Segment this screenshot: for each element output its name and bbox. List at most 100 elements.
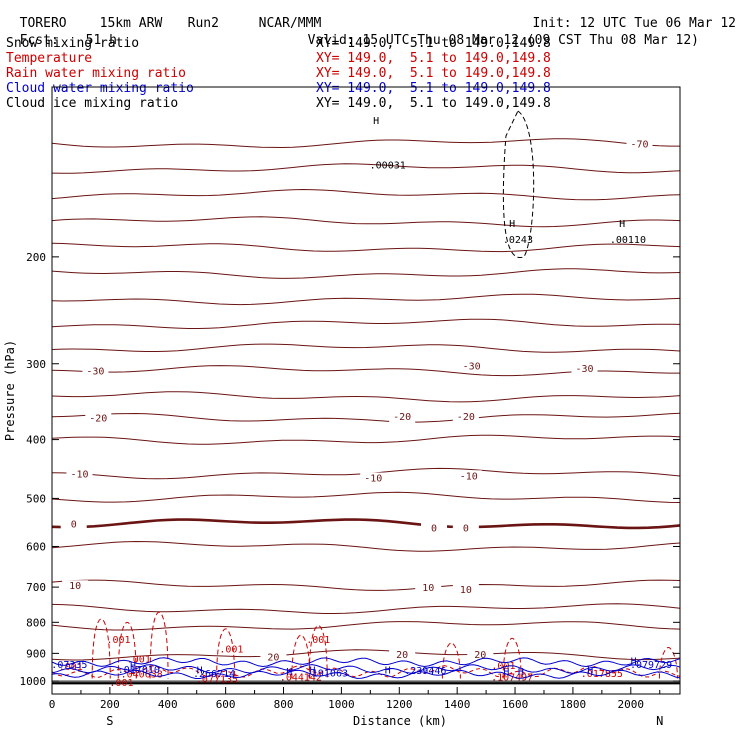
resolution-text: 15km ARW (99, 16, 163, 31)
temperature-contour (51, 621, 681, 631)
contour-label-bg (60, 518, 87, 531)
y-tick-label: 900 (26, 647, 46, 660)
rain-label: .001 (109, 678, 133, 689)
legend-xy: XY= 149.0, 5.1 to 149.0,149.8 (316, 96, 551, 111)
contour-label-bg (421, 522, 448, 535)
rain-contour (91, 618, 111, 679)
cloud-water-high-marker: H (286, 667, 292, 678)
temperature-label: 20 (267, 652, 279, 663)
rain-contour (149, 611, 169, 679)
contour-label-bg (455, 470, 482, 483)
contour-label-bg (389, 649, 416, 662)
x-tick-label: 800 (274, 698, 294, 711)
contour-label-bg (626, 138, 653, 151)
rain-label: .001 (491, 661, 515, 672)
y-tick-label: 200 (26, 251, 46, 264)
valid-text: Valid: 15 UTC Thu 08 Mar 12 (09 CST Thu … (307, 33, 699, 48)
cloud-water-high-marker: H (197, 665, 203, 676)
temperature-label: 10 (69, 581, 81, 592)
cloud-water-contour (51, 669, 681, 679)
cloud-water-high-marker: H (385, 665, 391, 676)
rain-label: .044142 (280, 672, 322, 683)
rain-contour (291, 634, 311, 679)
header-fcst: Fcst: (4, 18, 59, 48)
init-text: Init: 12 UTC Tue 06 Mar 12 (532, 16, 737, 31)
legend-label: Temperature (6, 51, 93, 66)
temperature-contour (51, 216, 681, 228)
rain-label: .001 (107, 635, 131, 646)
rain-contour (441, 642, 461, 679)
cloud-water-label: .266714 (193, 669, 235, 680)
temperature-label: -20 (89, 414, 107, 425)
x-tick-label: 0 (49, 698, 56, 711)
temperature-contour (51, 649, 681, 661)
temperature-contour (51, 163, 681, 174)
temperature-label: -10 (70, 470, 88, 481)
cloud-water-high-marker: H (309, 665, 315, 676)
legend-xy: XY= 149.0, 5.1 to 149.0,149.8 (316, 81, 551, 96)
cloud-ice-label: .0243 (503, 235, 533, 246)
legend-label: Cloud ice mixing ratio (6, 96, 179, 111)
temperature-contour (51, 540, 681, 552)
temperature-label: -30 (575, 364, 593, 375)
temperature-label: -70 (630, 139, 648, 150)
legend-label: Snow mixing ratio (6, 36, 140, 51)
temperature-label: -10 (460, 471, 478, 482)
contour-label-bg (360, 472, 387, 485)
temperature-label: 10 (460, 585, 472, 596)
header-resolution: 15km ARW (84, 1, 163, 31)
contour-label-bg (452, 522, 479, 535)
header-line-1: TORERO (4, 1, 67, 31)
contour-label-bg (571, 363, 598, 376)
rain-label: .001 (59, 662, 83, 673)
header-org: NCAR/MMM (243, 1, 322, 31)
temperature-contour (51, 268, 681, 279)
cloud-water-high-marker: H (631, 657, 637, 668)
temperature-label: -10 (364, 474, 382, 485)
cloud-water-high-marker: H (130, 661, 136, 672)
y-tick-label: 800 (26, 616, 46, 629)
temperature-contour (51, 603, 681, 614)
rain-label: .001 (127, 654, 151, 665)
temperature-label: 20 (396, 650, 408, 661)
rain-label: .107497 (491, 672, 533, 683)
cloud-water-high-marker: H (587, 665, 593, 676)
temperature-contour (51, 412, 681, 423)
run-text: Run2 (187, 16, 219, 31)
contour-label-bg (66, 468, 93, 481)
rain-contour (308, 625, 328, 679)
y-tick-label: 300 (26, 358, 46, 371)
rain-contour (216, 628, 236, 679)
y-tick-label: 400 (26, 434, 46, 447)
temperature-contour (51, 518, 681, 530)
temperature-label: 0 (431, 523, 437, 534)
contour-label-bg (62, 580, 89, 593)
x-tick-label: 1200 (386, 698, 413, 711)
y-tick-label: 500 (26, 492, 46, 505)
rain-contour (502, 637, 522, 679)
rain-label: .001 (219, 644, 243, 655)
y-tick-label: 600 (26, 540, 46, 553)
x-tick-label: 600 (216, 698, 236, 711)
temperature-label: 0 (71, 520, 77, 531)
x-tick-label: 1400 (444, 698, 471, 711)
cloud-ice-high-marker: H (373, 116, 379, 127)
y-tick-label: 1000 (20, 675, 47, 688)
temperature-contour (51, 318, 681, 329)
cloud-water-contour (51, 657, 681, 668)
cloud-water-high-marker: H (503, 667, 509, 678)
temperature-contour (51, 491, 681, 503)
x-tick-label: 400 (158, 698, 178, 711)
cloud-water-high-marker: H (518, 667, 524, 678)
x-tick-label: 2000 (618, 698, 645, 711)
plot-frame (51, 86, 681, 695)
contour-label-bg (82, 365, 109, 378)
cloud-ice-contour (502, 110, 535, 259)
rain-label: .017855 (581, 669, 623, 680)
south-label: S (106, 714, 113, 728)
header-valid: Valid: 15 UTC Thu 08 Mar 12 (09 CST Thu … (292, 18, 699, 48)
cloud-ice-label: .00031 (370, 161, 406, 172)
legend-xy: XY= 149.0, 5.1 to 149.0,149.8 (316, 66, 551, 81)
fcst-value: 51 h (85, 33, 117, 48)
cloud-water-label: .191063 (306, 669, 348, 680)
